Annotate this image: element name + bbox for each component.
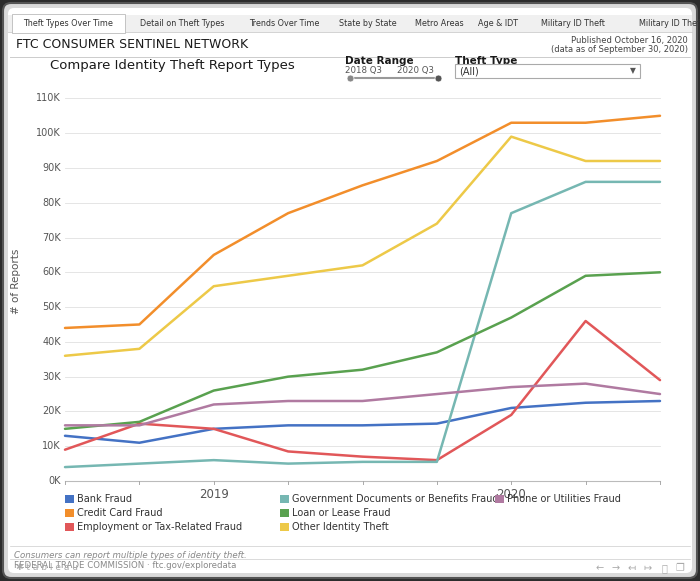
Text: →: →: [612, 563, 620, 573]
Bar: [280, 523, 289, 531]
Bar: [65, 495, 74, 503]
Text: Military ID Theft Detail: Military ID Theft Detail: [639, 19, 700, 28]
Text: Loan or Lease Fraud: Loan or Lease Fraud: [292, 508, 391, 518]
Text: 80K: 80K: [43, 198, 61, 208]
Bar: [12, 14, 125, 33]
Bar: [8, 34, 692, 56]
Text: Published October 16, 2020: Published October 16, 2020: [571, 37, 688, 45]
Text: 0K: 0K: [48, 476, 61, 486]
Bar: [8, 15, 692, 32]
Bar: [280, 509, 289, 517]
Text: Bank Fraud: Bank Fraud: [77, 494, 132, 504]
Text: ↦: ↦: [644, 563, 652, 573]
Text: 2020 Q3: 2020 Q3: [397, 66, 434, 74]
Text: 60K: 60K: [43, 267, 61, 277]
Text: 110K: 110K: [36, 94, 61, 103]
Bar: [65, 81, 660, 481]
Text: Metro Areas: Metro Areas: [415, 19, 464, 28]
Text: (data as of September 30, 2020): (data as of September 30, 2020): [551, 45, 688, 55]
Text: 70K: 70K: [42, 232, 61, 242]
Text: Theft Types Over Time: Theft Types Over Time: [24, 19, 113, 28]
Text: ←: ←: [596, 563, 604, 573]
Text: 20K: 20K: [42, 407, 61, 417]
Bar: [65, 509, 74, 517]
Text: FEDERAL TRADE COMMISSION · ftc.gov/exploredata: FEDERAL TRADE COMMISSION · ftc.gov/explo…: [14, 561, 237, 571]
Text: Credit Card Fraud: Credit Card Fraud: [77, 508, 162, 518]
Text: Government Documents or Benefits Fraud: Government Documents or Benefits Fraud: [292, 494, 498, 504]
Text: (All): (All): [459, 66, 479, 76]
Text: ▼: ▼: [630, 66, 636, 76]
Text: Trends Over Time: Trends Over Time: [248, 19, 319, 28]
Bar: [455, 64, 640, 78]
Text: 10K: 10K: [43, 441, 61, 451]
Text: Employment or Tax-Related Fraud: Employment or Tax-Related Fraud: [77, 522, 242, 532]
Text: 50K: 50K: [42, 302, 61, 312]
Text: ↤: ↤: [628, 563, 636, 573]
Text: # of Reports: # of Reports: [11, 248, 21, 314]
FancyBboxPatch shape: [8, 8, 692, 573]
Text: Consumers can report multiple types of identity theft.: Consumers can report multiple types of i…: [14, 551, 246, 560]
Text: FTC CONSUMER SENTINEL NETWORK: FTC CONSUMER SENTINEL NETWORK: [16, 38, 248, 52]
Text: 100K: 100K: [36, 128, 61, 138]
Text: Compare Identity Theft Report Types: Compare Identity Theft Report Types: [50, 59, 295, 71]
Text: Age & IDT: Age & IDT: [479, 19, 519, 28]
Text: 2020: 2020: [496, 489, 526, 501]
Text: ⤓: ⤓: [661, 563, 667, 573]
Bar: [495, 495, 504, 503]
Text: 2018 Q3: 2018 Q3: [345, 66, 382, 74]
Text: Other Identity Theft: Other Identity Theft: [292, 522, 388, 532]
Text: Date Range: Date Range: [345, 56, 414, 66]
Text: 2019: 2019: [199, 489, 229, 501]
Text: Detail on Theft Types: Detail on Theft Types: [140, 19, 225, 28]
Text: 30K: 30K: [43, 372, 61, 382]
Text: Military ID Theft: Military ID Theft: [540, 19, 604, 28]
Text: Phone or Utilities Fraud: Phone or Utilities Fraud: [507, 494, 621, 504]
FancyBboxPatch shape: [3, 3, 697, 578]
Text: 90K: 90K: [43, 163, 61, 173]
Text: ✱ t a b l e a u: ✱ t a b l e a u: [16, 564, 78, 572]
Text: State by State: State by State: [340, 19, 397, 28]
Text: 40K: 40K: [43, 337, 61, 347]
Bar: [280, 495, 289, 503]
Bar: [65, 523, 74, 531]
Text: Theft Type: Theft Type: [455, 56, 517, 66]
Text: ❐: ❐: [676, 563, 685, 573]
